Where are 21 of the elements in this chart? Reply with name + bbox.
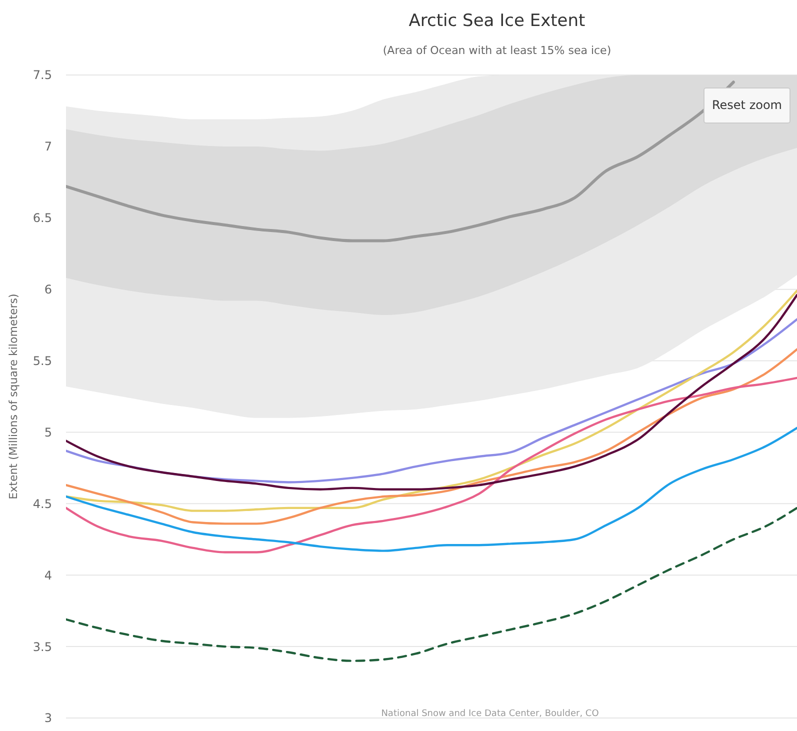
y-tick-label: 5 bbox=[44, 425, 52, 440]
annotation: Reset zoom bbox=[712, 98, 782, 112]
y-tick-label: 7 bbox=[44, 140, 52, 154]
y-tick-label: 3.5 bbox=[32, 640, 52, 654]
line-series bbox=[66, 318, 797, 484]
y-tick-label: 6 bbox=[44, 282, 52, 297]
y-tick-label: 6.5 bbox=[32, 211, 52, 226]
line-series bbox=[66, 376, 797, 554]
chart-title: Arctic Sea Ice Extent bbox=[408, 11, 586, 31]
line-series bbox=[66, 506, 797, 662]
line-series bbox=[66, 348, 797, 525]
y-tick-label: 4 bbox=[44, 568, 52, 582]
reset-zoom-button: Reset zoom bbox=[704, 88, 790, 124]
y-axis-title: Extent (Millions of square kilometers) bbox=[7, 294, 20, 500]
y-tick-label: 5.5 bbox=[32, 354, 52, 368]
y-tick-label: 7.5 bbox=[32, 68, 52, 82]
chart-subtitle: (Area of Ocean with at least 15% sea ice) bbox=[382, 44, 612, 57]
y-tick-label: 3 bbox=[44, 711, 52, 726]
annotation: National Snow and Ice Data Center, Boulder, CO bbox=[381, 709, 599, 719]
line-series bbox=[66, 426, 797, 552]
y-tick-label: 4.5 bbox=[32, 496, 52, 511]
